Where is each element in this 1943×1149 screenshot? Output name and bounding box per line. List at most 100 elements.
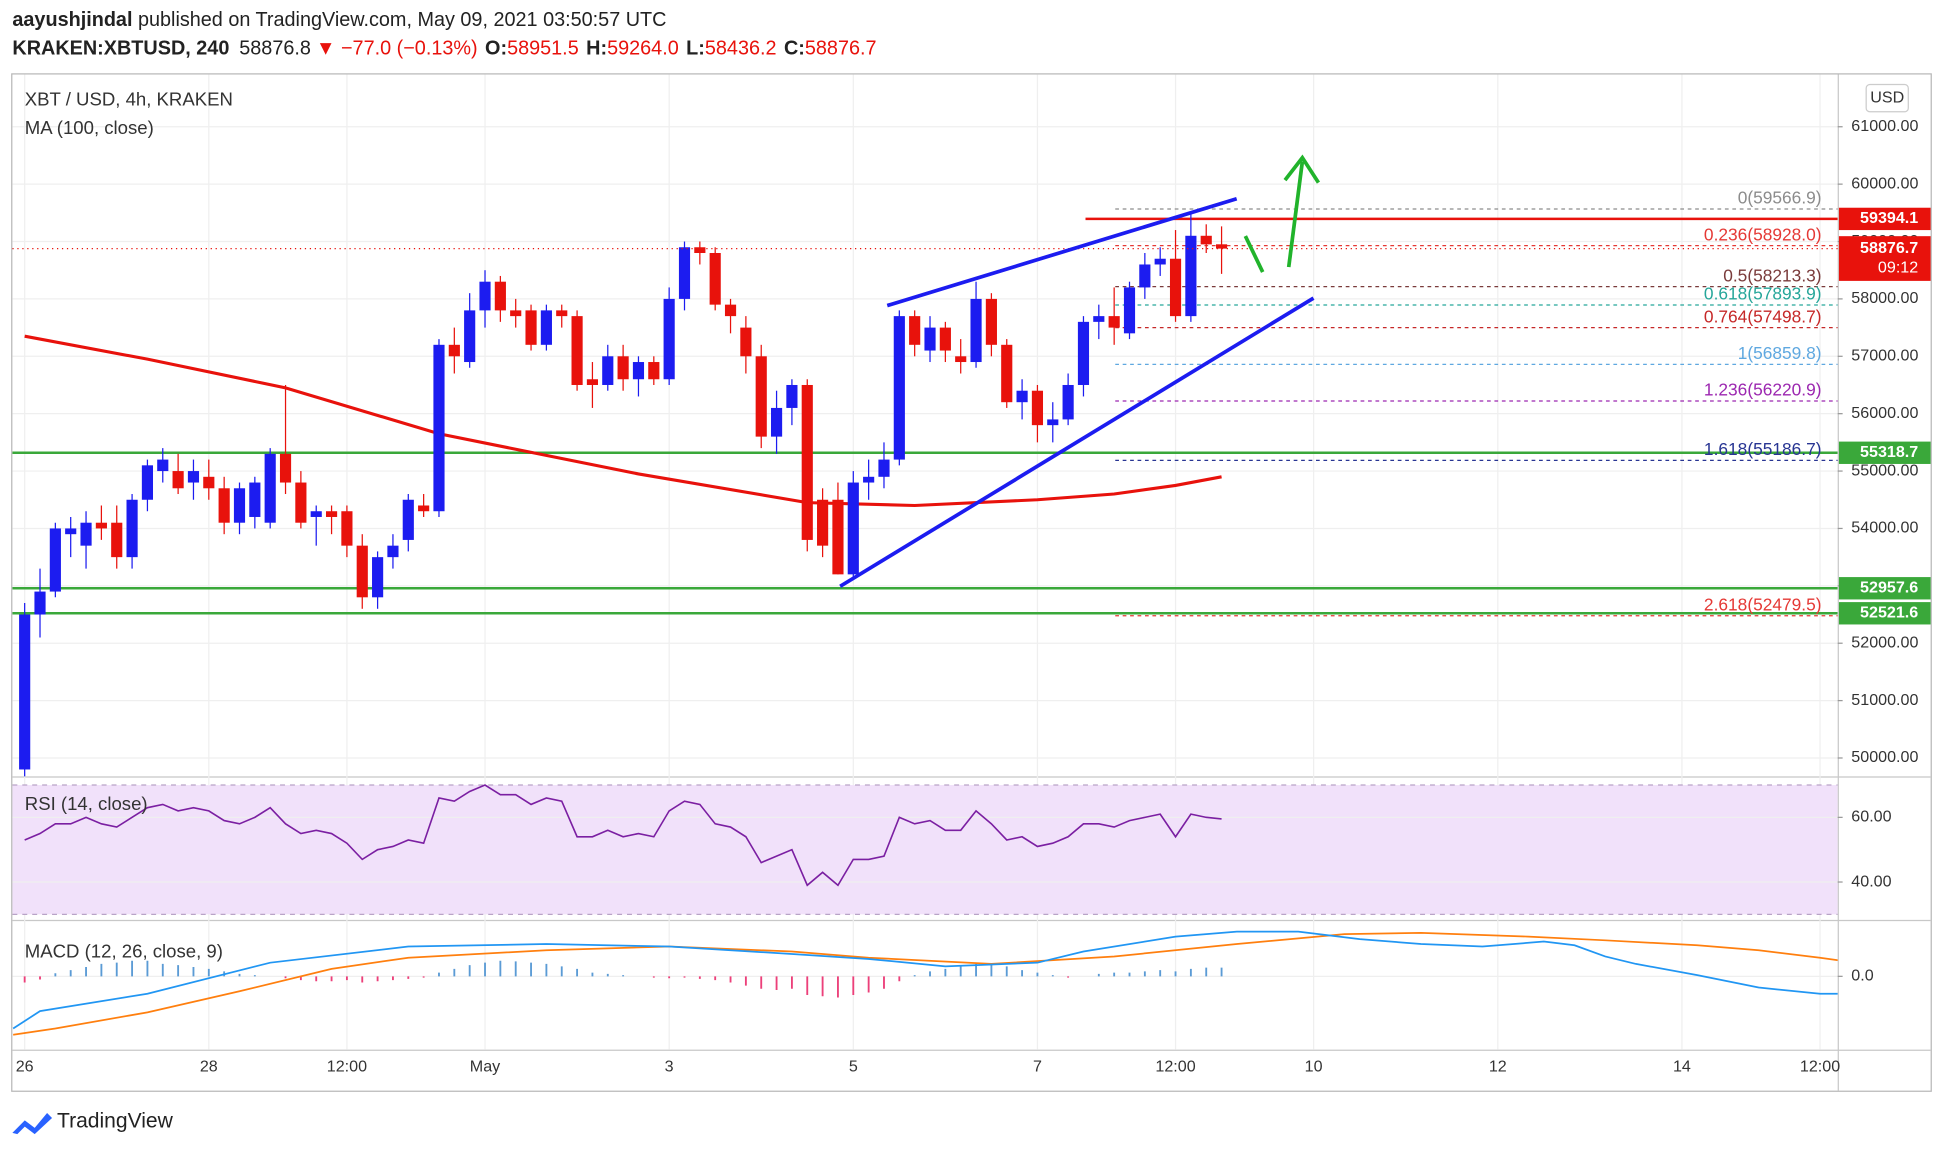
level-badge (1838, 577, 1931, 600)
y-tick-label: 58000.00 (1851, 289, 1918, 307)
fib-label: 0.764(57498.7) (1704, 306, 1822, 326)
trend-line (839, 296, 1315, 588)
candle-body (49, 528, 61, 592)
candle-body (372, 557, 384, 598)
candle-body (157, 459, 169, 472)
candle-body (172, 471, 184, 489)
currency: USD (1870, 88, 1904, 106)
level-badge-label: 52521.6 (1860, 604, 1918, 622)
candle-body (65, 528, 77, 535)
candle-body (770, 407, 783, 437)
macd-line (12, 930, 1838, 1030)
candle-body (111, 522, 123, 558)
level-badge-label: 52957.6 (1860, 579, 1918, 597)
candle-body (203, 476, 215, 489)
candle-body (1108, 316, 1120, 328)
candle-body (909, 316, 921, 345)
candle-body (1215, 244, 1228, 249)
candle-body (464, 310, 476, 363)
candle-body (709, 252, 721, 305)
candle-body (801, 384, 813, 540)
candle-body (1001, 344, 1013, 403)
candle-body (141, 465, 154, 500)
last-price: 58876.8 (239, 38, 311, 60)
candle-body (1185, 235, 1197, 317)
x-tick-label: 5 (849, 1057, 858, 1075)
level-badge (1838, 602, 1931, 625)
candle-body (955, 356, 967, 363)
candle-body (433, 344, 445, 512)
candle-body (1047, 419, 1059, 426)
x-tick-label: 3 (665, 1057, 674, 1075)
y-tick-label: 54000.00 (1851, 519, 1918, 537)
macd-legend: MACD (12, 26, close, 9) (25, 941, 223, 962)
y-tick-label: 61000.00 (1851, 117, 1918, 135)
arrow-head (1283, 154, 1321, 184)
candle-body (970, 298, 982, 363)
x-tick-label: 14 (1673, 1057, 1691, 1075)
candle-body (448, 344, 460, 357)
y-tick-label: 56000.00 (1851, 404, 1918, 422)
pane (12, 784, 1838, 915)
candle-body (863, 476, 875, 483)
level-badge (1838, 207, 1931, 231)
y-tick-label: 50000.00 (1851, 748, 1918, 766)
y-tick-label: 0.0 (1851, 967, 1873, 985)
candle-body (249, 482, 261, 517)
candle-body (19, 614, 31, 770)
candle-body (1077, 321, 1090, 385)
y-tick-label: 60000.00 (1851, 174, 1918, 192)
candle-body (1123, 287, 1136, 334)
y-tick-label: 55000.00 (1851, 461, 1918, 479)
rsi-line (24, 784, 1222, 887)
fib-label: 1.618(55186.7) (1704, 439, 1822, 459)
chart-title: XBT / USD, 4h, KRAKEN (25, 89, 233, 110)
candle-body (310, 511, 322, 517)
ohlc-key: L: (686, 38, 705, 60)
candle-body (678, 247, 691, 299)
x-tick-label: 12:00 (1800, 1057, 1840, 1075)
candle-body (985, 298, 997, 345)
candle-body (1169, 258, 1182, 317)
candle-body (418, 505, 430, 512)
candle-body (325, 511, 338, 517)
pane (12, 126, 1838, 777)
x-tick-label: 12 (1489, 1057, 1507, 1075)
current-price-label: 58876.7 (1860, 239, 1918, 257)
brand: TradingView (57, 1109, 174, 1132)
fib-label: 0.236(58928.0) (1704, 224, 1822, 244)
candle-body (648, 362, 660, 380)
level-badge (1838, 441, 1931, 464)
fib-label: 2.618(52479.5) (1704, 594, 1822, 614)
y-tick-label: 52000.00 (1851, 633, 1918, 651)
candle-body (387, 545, 399, 558)
header-line-2: KRAKEN:XBTUSD, 240 58876.8 ▼ −77.0 (−0.13%… (12, 38, 876, 60)
logo-icon (12, 1112, 53, 1135)
rsi-legend: RSI (14, close) (25, 793, 148, 814)
x-tick-label: 12:00 (1155, 1057, 1195, 1075)
currency-badge[interactable] (1865, 83, 1909, 113)
candle-body (571, 316, 583, 385)
x-tick-label: May (470, 1057, 501, 1075)
candle-body (1016, 390, 1028, 403)
candle-body (1093, 316, 1105, 322)
candle-body (540, 310, 552, 345)
ma-legend: MA (100, close) (25, 117, 154, 138)
x-tick-label: 26 (16, 1057, 34, 1075)
ohlc-key: H: (586, 38, 607, 60)
candle-body (1031, 390, 1044, 426)
y-tick-label: 40.00 (1851, 872, 1891, 890)
candle-body (341, 511, 353, 546)
price-change: ▼ −77.0 (−0.13%) (316, 38, 478, 60)
candle-body (939, 327, 951, 351)
candle-body (95, 522, 107, 529)
candle-body (663, 298, 675, 380)
ohlc-value: 59264.0 (607, 38, 679, 60)
candle-body (924, 327, 936, 351)
candle-body (1154, 258, 1166, 265)
drawings (839, 154, 1321, 588)
candle-body (126, 499, 138, 558)
candle-body (893, 316, 905, 460)
current-price-badge (1838, 236, 1931, 281)
fib-label: 1(56859.8) (1738, 343, 1822, 363)
